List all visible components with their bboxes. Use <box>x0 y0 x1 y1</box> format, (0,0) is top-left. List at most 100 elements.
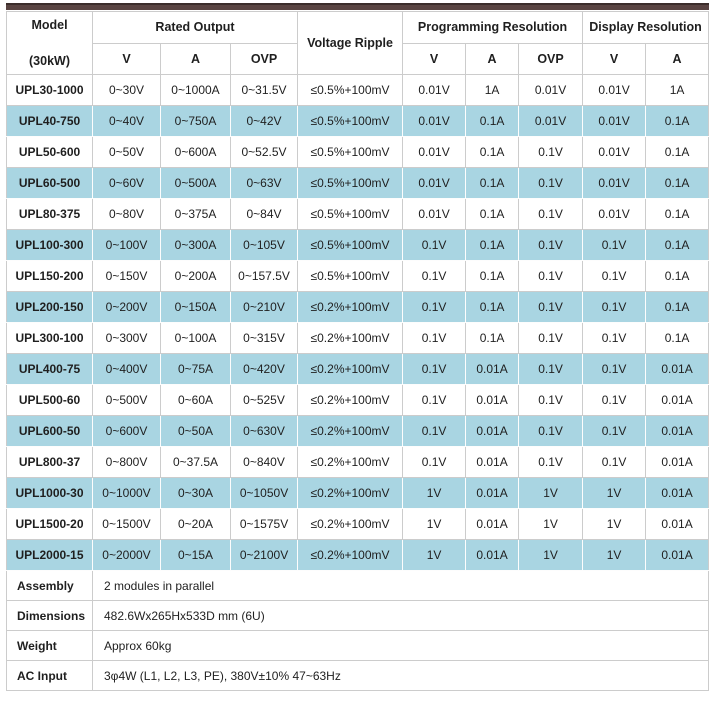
spec-sheet-page: Model (30kW) Rated Output Voltage Ripple… <box>6 3 710 691</box>
cell-value: 1V <box>402 508 467 540</box>
cell-value: 0.01V <box>582 105 647 137</box>
cell-value: 0~80V <box>92 198 161 230</box>
cell-value: 0~15A <box>160 539 231 571</box>
cell-value: ≤0.5%+100mV <box>297 74 404 106</box>
cell-value: 0.1V <box>582 446 647 478</box>
cell-value: 0~400V <box>92 353 161 385</box>
cell-value: 0.1V <box>518 198 584 230</box>
top-accent-bar <box>6 3 709 10</box>
table-row: UPL2000-15 0~2000V 0~15A 0~2100V ≤0.2%+100mV… <box>6 539 710 571</box>
cell-value: 0.1V <box>518 136 584 168</box>
cell-value: 0.1V <box>402 353 467 385</box>
cell-value: 0.01A <box>645 384 710 416</box>
cell-value: ≤0.2%+100mV <box>297 539 404 571</box>
cell-value: 0.1V <box>518 229 584 261</box>
cell-value: 0.1V <box>518 167 584 199</box>
cell-value: 0.1V <box>518 291 584 323</box>
cell-value: 0~420V <box>229 353 299 385</box>
cell-model: UPL50-600 <box>6 136 93 168</box>
cell-value: 0.01V <box>402 167 467 199</box>
table-row: UPL500-60 0~500V 0~60A 0~525V ≤0.2%+100mV 0.1… <box>6 384 710 416</box>
cell-model: UPL200-150 <box>6 291 93 323</box>
cell-value: 0~105V <box>229 229 299 261</box>
footer-value: Approx 60kg <box>91 630 710 661</box>
footer-label: AC Input <box>6 660 93 691</box>
cell-value: 0.1A <box>465 229 520 261</box>
cell-value: 0~20A <box>160 508 231 540</box>
cell-value: 0.1V <box>518 353 584 385</box>
cell-value: 0~2000V <box>92 539 161 571</box>
cell-value: 0.01A <box>645 415 710 447</box>
cell-value: 0~1050V <box>229 477 299 509</box>
cell-value: 0.1V <box>582 415 647 447</box>
cell-model: UPL60-500 <box>6 167 93 199</box>
header-model: Model (30kW) <box>6 11 93 75</box>
header-voltage-ripple: Voltage Ripple <box>297 11 404 75</box>
cell-value: 0~31.5V <box>229 74 299 106</box>
cell-value: 0~100A <box>160 322 231 354</box>
cell-value: 0~50A <box>160 415 231 447</box>
table-row: UPL100-300 0~100V 0~300A 0~105V ≤0.5%+100mV 0… <box>6 229 710 261</box>
cell-value: 0~1575V <box>229 508 299 540</box>
cell-model: UPL2000-15 <box>6 539 93 571</box>
header-rated-v: V <box>92 42 161 75</box>
cell-value: 0.1A <box>465 105 520 137</box>
cell-value: ≤0.5%+100mV <box>297 260 404 292</box>
header-rated-output: Rated Output <box>91 11 299 44</box>
cell-value: 0~60V <box>92 167 161 199</box>
header-model-title: Model <box>31 18 68 32</box>
cell-model: UPL300-100 <box>6 322 93 354</box>
cell-value: 1A <box>645 74 710 106</box>
cell-model: UPL800-37 <box>6 446 93 478</box>
cell-value: 0.01V <box>582 136 647 168</box>
cell-value: 0~37.5A <box>160 446 231 478</box>
cell-value: 0.1V <box>582 353 647 385</box>
cell-value: 1V <box>582 477 647 509</box>
cell-value: 0~525V <box>229 384 299 416</box>
cell-model: UPL400-75 <box>6 353 93 385</box>
cell-value: 0.01A <box>465 508 520 540</box>
cell-value: 0~157.5V <box>229 260 299 292</box>
cell-value: 0~75A <box>160 353 231 385</box>
footer-label: Assembly <box>6 570 93 601</box>
cell-value: 0.1A <box>465 291 520 323</box>
cell-value: 0~1000V <box>92 477 161 509</box>
footer-row: Dimensions 482.6Wx265Hx533D mm (6U) <box>6 600 710 631</box>
cell-value: 0.1A <box>645 167 710 199</box>
cell-value: 0~60A <box>160 384 231 416</box>
cell-value: 1V <box>582 508 647 540</box>
table-row: UPL200-150 0~200V 0~150A 0~210V ≤0.2%+100mV 0… <box>6 291 710 323</box>
cell-value: ≤0.2%+100mV <box>297 322 404 354</box>
cell-value: 0~30A <box>160 477 231 509</box>
cell-value: 0~840V <box>229 446 299 478</box>
cell-value: 0.01A <box>645 539 710 571</box>
cell-value: 0.01A <box>465 539 520 571</box>
cell-value: 0~40V <box>92 105 161 137</box>
cell-model: UPL500-60 <box>6 384 93 416</box>
cell-value: 0~52.5V <box>229 136 299 168</box>
cell-value: 0~600V <box>92 415 161 447</box>
cell-value: 0.1A <box>645 322 710 354</box>
table-row: UPL50-600 0~50V 0~600A 0~52.5V ≤0.5%+100mV 0.… <box>6 136 710 168</box>
cell-model: UPL1500-20 <box>6 508 93 540</box>
header-display-v: V <box>582 42 647 75</box>
spec-table: Model (30kW) Rated Output Voltage Ripple… <box>6 11 710 691</box>
spec-table-body: UPL30-1000 0~30V 0~1000A 0~31.5V ≤0.5%+100mV… <box>6 74 710 571</box>
cell-value: 0~150A <box>160 291 231 323</box>
cell-value: 0~600A <box>160 136 231 168</box>
cell-value: 0.01V <box>518 74 584 106</box>
cell-model: UPL30-1000 <box>6 74 93 106</box>
footer-row: Weight Approx 60kg <box>6 630 710 661</box>
table-row: UPL150-200 0~150V 0~200A 0~157.5V ≤0.5%+100m… <box>6 260 710 292</box>
cell-value: 0~100V <box>92 229 161 261</box>
cell-value: 0~375A <box>160 198 231 230</box>
cell-value: 0.1A <box>645 229 710 261</box>
cell-value: 0~300A <box>160 229 231 261</box>
cell-value: 0~800V <box>92 446 161 478</box>
cell-value: 0.1A <box>465 322 520 354</box>
cell-value: 0~500A <box>160 167 231 199</box>
spec-table-footer: Assembly 2 modules in parallel Dimensions 4… <box>6 570 710 691</box>
cell-value: 0.01V <box>582 74 647 106</box>
header-rated-a: A <box>160 42 231 75</box>
cell-value: 0.01A <box>465 384 520 416</box>
